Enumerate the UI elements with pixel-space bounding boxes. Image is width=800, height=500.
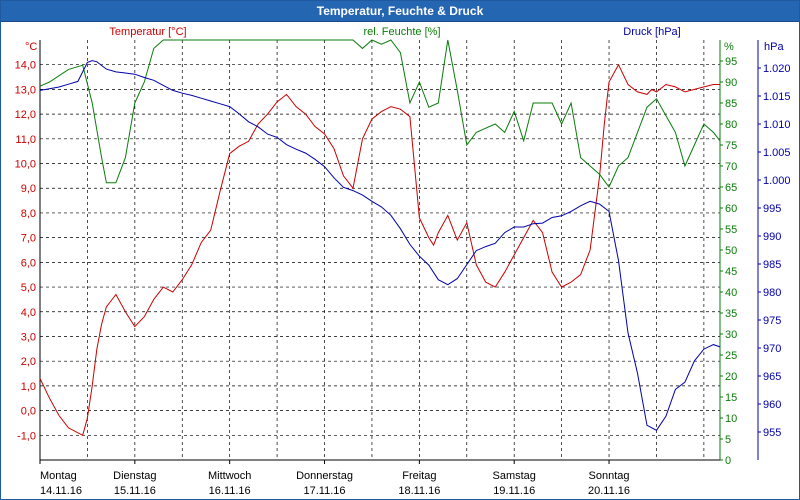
humidity-tick-label: 60	[725, 203, 737, 215]
grid-layer	[40, 40, 720, 460]
labels-layer: -1,0 0,0 1,0 2,0 3,0 4,0 5,0 6,0 7,0 8,0 9,0 10,0 11…	[15, 26, 791, 497]
pressure-tick-label: 980	[763, 287, 781, 299]
humidity-axis-title: rel. Feuchte [%]	[363, 26, 440, 38]
temp-tick-label: 14,0	[15, 60, 36, 72]
x-tick-day-label: Dienstag	[113, 470, 156, 482]
humidity-tick-label: 50	[725, 245, 737, 257]
title-bar: Temperatur, Feuchte & Druck	[1, 1, 799, 22]
humidity-tick-label: 30	[725, 329, 737, 341]
temp-tick-label: 7,0	[21, 233, 36, 245]
humidity-tick-label: 25	[725, 350, 737, 362]
pressure-tick-label: 995	[763, 203, 781, 215]
humidity-tick-label: 80	[725, 119, 737, 131]
temp-tick-label: -1,0	[17, 430, 36, 442]
humidity-tick-label: 55	[725, 224, 737, 236]
pressure-tick-label: 965	[763, 371, 781, 383]
humidity-tick-label: 85	[725, 98, 737, 110]
x-tick-date-label: 14.11.16	[40, 485, 82, 497]
pressure-series-line	[39, 60, 721, 431]
pressure-tick-label: 1.020	[763, 63, 791, 75]
x-tick-day-label: Mittwoch	[208, 470, 251, 482]
x-tick-date-label: 20.11.16	[588, 485, 630, 497]
pressure-tick-label: 1.015	[763, 91, 791, 103]
x-tick-date-label: 18.11.16	[398, 485, 440, 497]
x-tick-date-label: 15.11.16	[114, 485, 156, 497]
pressure-tick-label: 970	[763, 343, 781, 355]
humidity-tick-label: 45	[725, 266, 737, 278]
x-tick-day-label: Samstag	[492, 470, 535, 482]
temperature-series-line	[39, 63, 720, 437]
temp-tick-label: 0,0	[21, 406, 36, 418]
x-tick-date-label: 16.11.16	[209, 485, 251, 497]
temp-tick-label: 8,0	[21, 208, 36, 220]
humidity-tick-label: 70	[725, 161, 737, 173]
temp-tick-label: 3,0	[21, 331, 36, 343]
pressure-tick-label: 990	[763, 231, 781, 243]
pressure-tick-label: 960	[763, 399, 781, 411]
pressure-tick-label: 1.005	[763, 147, 791, 159]
temperature-axis-title: Temperatur [°C]	[109, 26, 186, 38]
humidity-tick-label: 95	[725, 56, 737, 68]
x-tick-date-label: 17.11.16	[304, 485, 346, 497]
temp-tick-label: 6,0	[21, 257, 36, 269]
humidity-tick-label: 20	[725, 371, 737, 383]
humidity-tick-label: 75	[725, 140, 737, 152]
x-tick-day-label: Freitag	[402, 470, 436, 482]
humidity-tick-label: 10	[725, 413, 737, 425]
temp-tick-label: 4,0	[21, 307, 36, 319]
pressure-tick-label: 1.000	[763, 175, 791, 187]
pressure-axis-title: Druck [hPa]	[623, 26, 680, 38]
x-tick-day-label: Donnerstag	[296, 470, 353, 482]
x-tick-date-label: 19.11.16	[493, 485, 535, 497]
humidity-tick-label: 40	[725, 287, 737, 299]
humidity-tick-label: 0	[725, 455, 731, 467]
humidity-tick-label: 5	[725, 434, 731, 446]
temp-tick-label: 12,0	[15, 109, 36, 121]
pressure-unit-label: hPa	[764, 41, 784, 53]
chart-title: Temperatur, Feuchte & Druck	[316, 4, 484, 18]
pressure-tick-label: 985	[763, 259, 781, 271]
humidity-series-line	[39, 39, 721, 188]
temp-tick-label: 10,0	[15, 159, 36, 171]
pressure-tick-label: 955	[763, 427, 781, 439]
series-layer	[39, 39, 721, 437]
temperature-unit-label: °C	[25, 41, 37, 53]
temp-tick-label: 9,0	[21, 183, 36, 195]
temp-tick-label: 1,0	[21, 381, 36, 393]
axes-layer	[39, 40, 761, 464]
temp-tick-label: 5,0	[21, 282, 36, 294]
temp-tick-label: 11,0	[15, 134, 36, 146]
humidity-tick-label: 65	[725, 182, 737, 194]
temp-tick-label: 2,0	[21, 356, 36, 368]
humidity-tick-label: 90	[725, 77, 737, 89]
humidity-unit-label: %	[724, 41, 734, 53]
temp-tick-label: 13,0	[15, 84, 36, 96]
pressure-tick-label: 975	[763, 315, 781, 327]
x-tick-day-label: Sonntag	[589, 470, 630, 482]
x-tick-day-label: Montag	[40, 470, 77, 482]
humidity-tick-label: 35	[725, 308, 737, 320]
pressure-tick-label: 1.010	[763, 119, 791, 131]
humidity-tick-label: 15	[725, 392, 737, 404]
